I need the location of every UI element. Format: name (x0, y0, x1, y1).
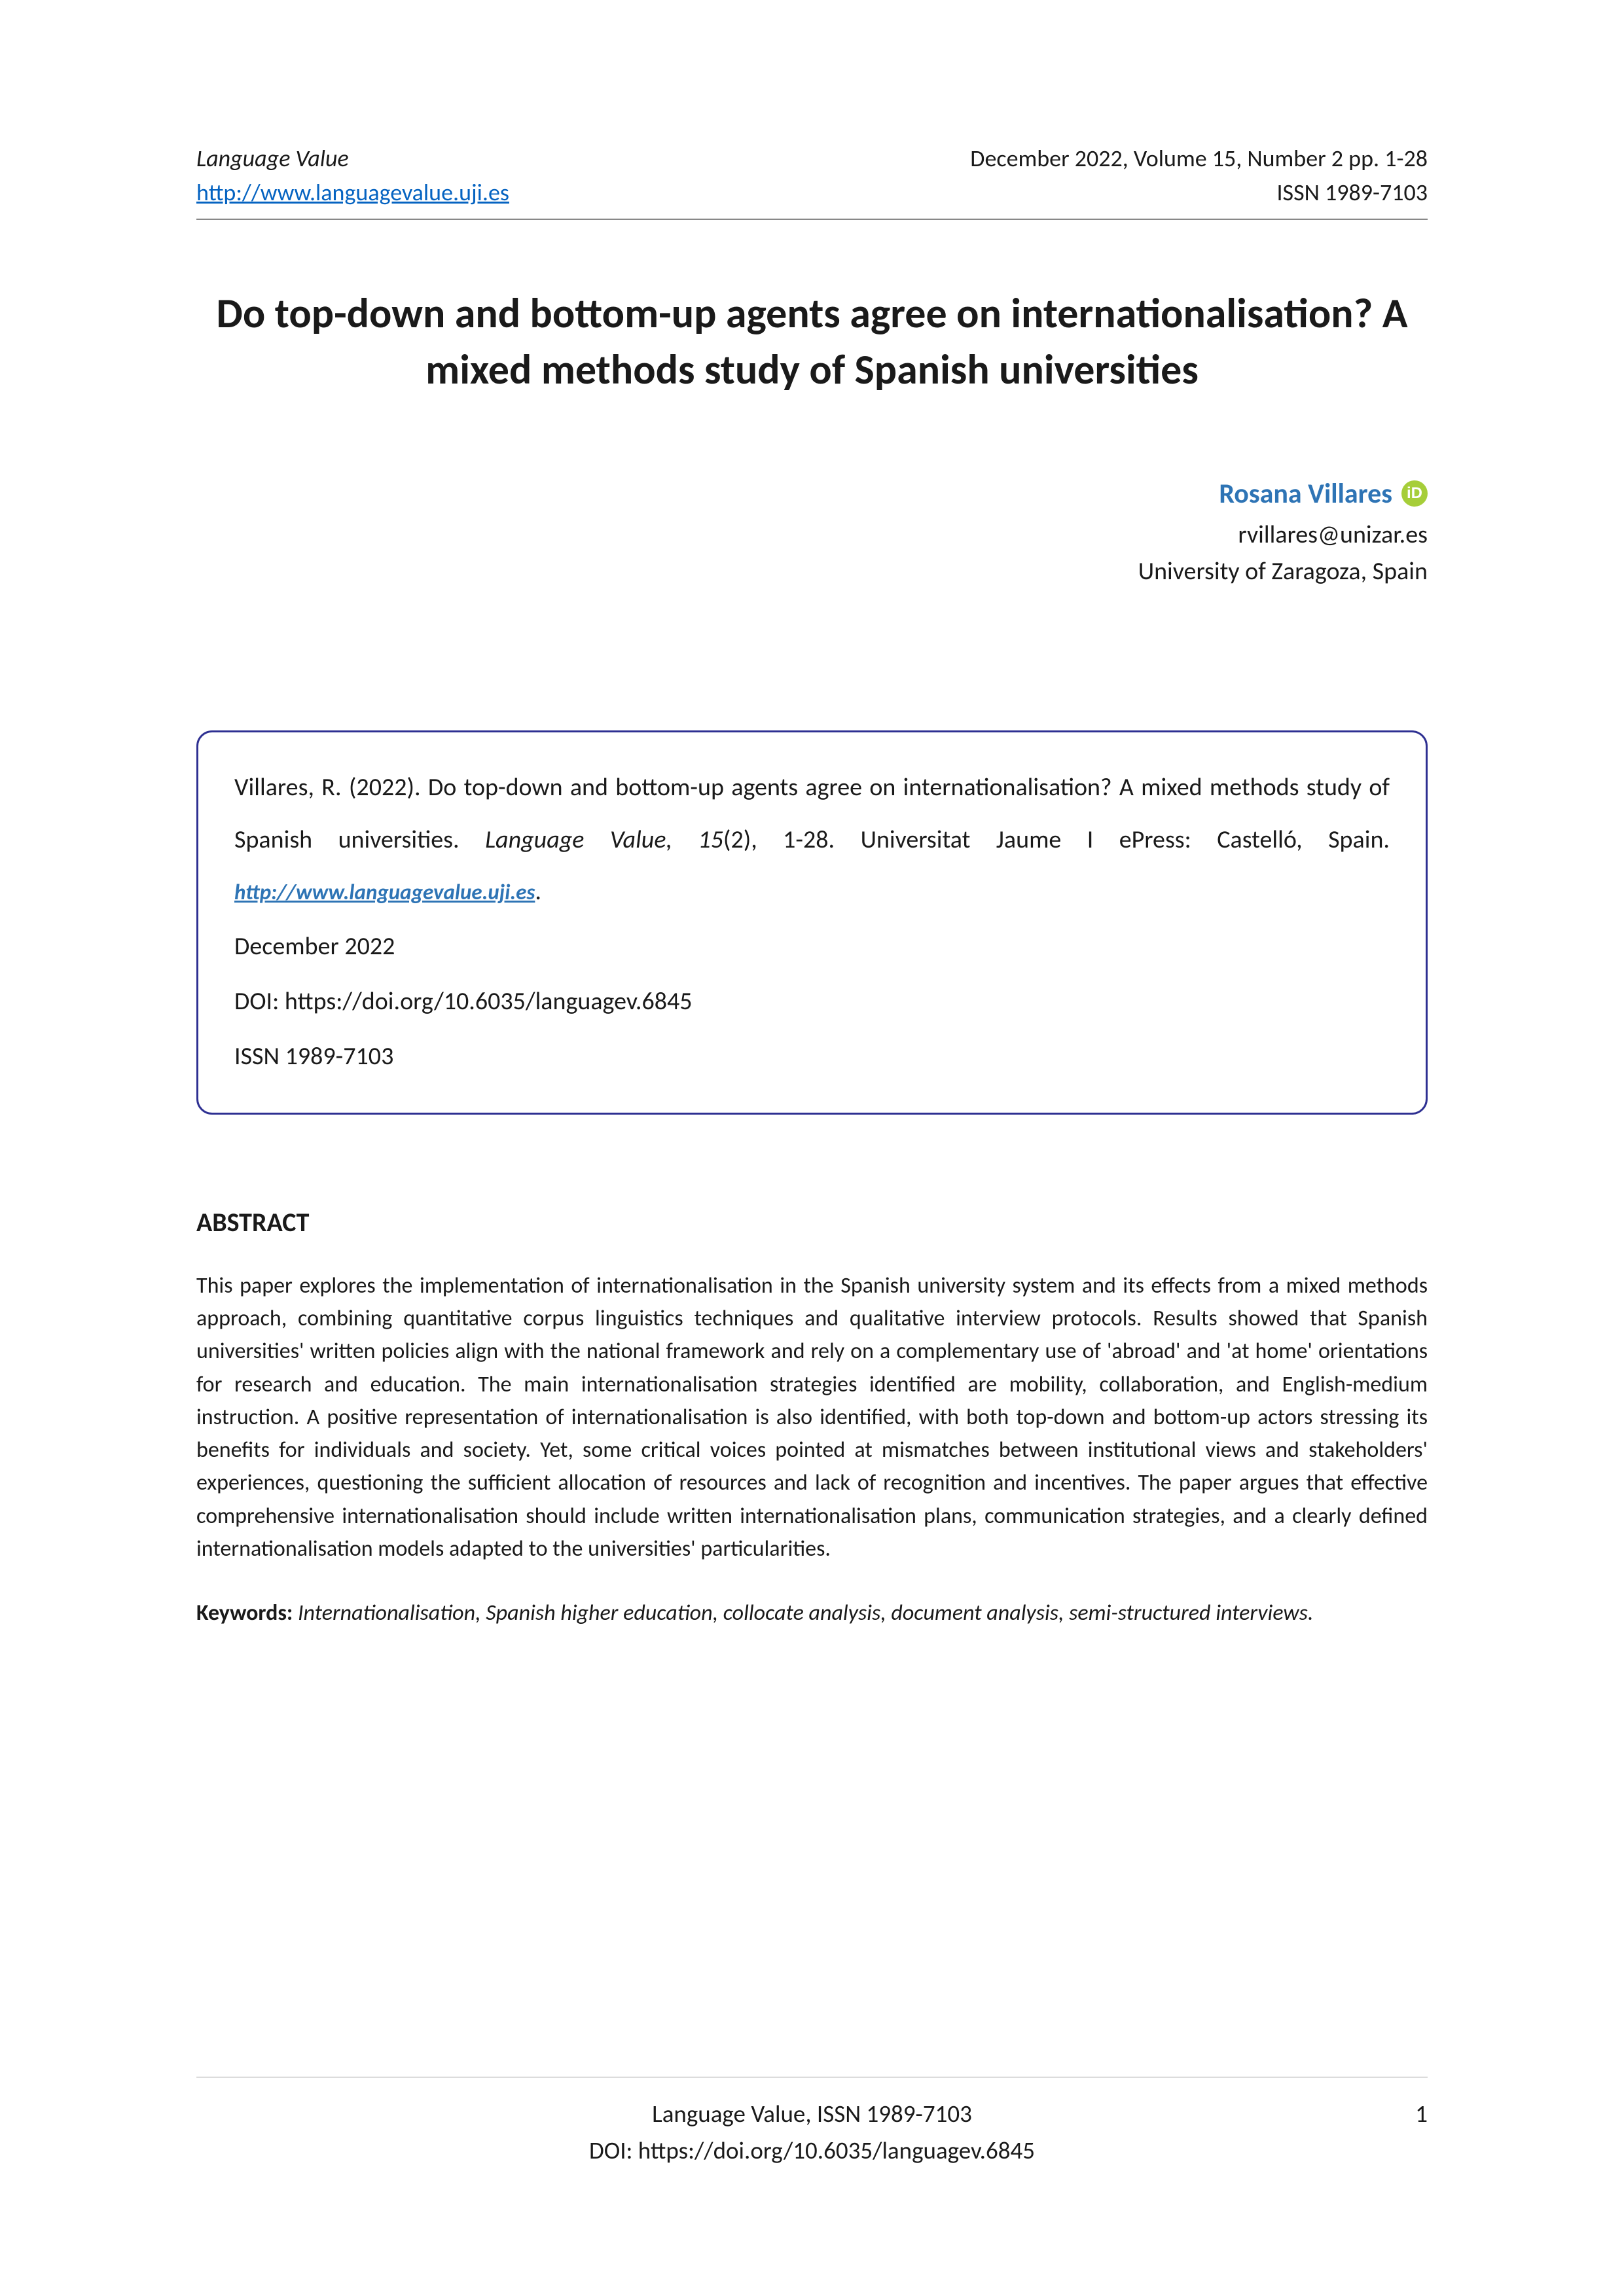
footer-row: Language Value, ISSN 1989-7103 1 (196, 2096, 1428, 2132)
orcid-icon[interactable]: iD (1401, 480, 1428, 507)
citation-box: Villares, R. (2022). Do top-down and bot… (196, 730, 1428, 1115)
header-left: Language Value http://www.languagevalue.… (196, 144, 509, 207)
footer-line1: Language Value, ISSN 1989-7103 (652, 2096, 972, 2132)
author-email: rvillares@unizar.es (196, 520, 1428, 550)
journal-name: Language Value (196, 144, 509, 173)
page-footer: Language Value, ISSN 1989-7103 1 DOI: ht… (196, 2077, 1428, 2168)
abstract-text: This paper explores the implementation o… (196, 1270, 1428, 1566)
issue-info: December 2022, Volume 15, Number 2 pp. 1… (970, 144, 1428, 173)
page-header: Language Value http://www.languagevalue.… (196, 144, 1428, 220)
article-title: Do top-down and bottom-up agents agree o… (196, 285, 1428, 399)
citation-issn: ISSN 1989-7103 (234, 1031, 1390, 1083)
citation-text-suffix: (2), 1-28. Universitat Jaume I ePress: C… (723, 825, 1390, 855)
author-block: Rosana Villares iD rvillares@unizar.es U… (196, 477, 1428, 586)
citation-url-link[interactable]: http://www.languagevalue.uji.es (234, 879, 535, 905)
footer-line2: DOI: https://doi.org/10.6035/languagev.6… (589, 2132, 1035, 2169)
author-affiliation: University of Zaragoza, Spain (196, 556, 1428, 586)
citation-url-period: . (535, 876, 541, 906)
author-name-link[interactable]: Rosana Villares (1219, 477, 1392, 511)
abstract-heading: ABSTRACT (196, 1206, 1428, 1238)
keywords-text: Internationalisation, Spanish higher edu… (298, 1600, 1314, 1626)
issn-header: ISSN 1989-7103 (1276, 178, 1428, 207)
keywords-label: Keywords: (196, 1600, 298, 1626)
keywords-line: Keywords: Internationalisation, Spanish … (196, 1597, 1428, 1630)
citation-date: December 2022 (234, 921, 1390, 973)
citation-doi: DOI: https://doi.org/10.6035/languagev.6… (234, 976, 1390, 1028)
author-name-line: Rosana Villares iD (196, 477, 1428, 511)
header-right: December 2022, Volume 15, Number 2 pp. 1… (970, 144, 1428, 207)
citation-journal-italic: Language Value, 15 (485, 825, 723, 855)
page-number: 1 (1415, 2096, 1428, 2132)
journal-url-link[interactable]: http://www.languagevalue.uji.es (196, 178, 509, 207)
